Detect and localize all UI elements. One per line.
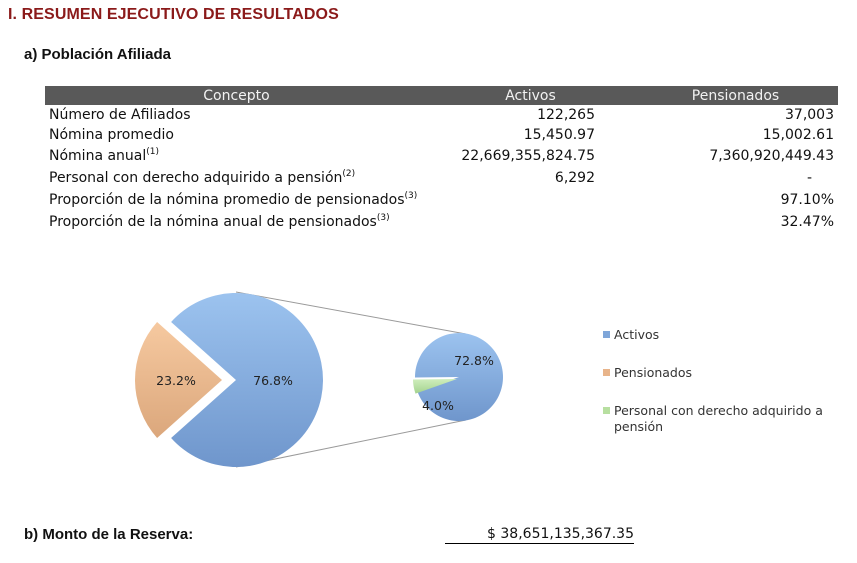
legend-item-pensionados: Pensionados [603,365,692,380]
legend-label: Activos [614,327,660,342]
label-activos-main: 76.8% [253,373,293,388]
row-activos [428,211,633,233]
row-activos: 22,669,355,824.75 [461,148,595,164]
row-pensionados: 37,003 [785,107,834,123]
row-pensionados: 7,360,920,449.43 [709,148,834,164]
connector-line-top [235,291,467,335]
legend-item-activos: Activos [603,327,659,342]
legend-item-derecho: Personal con derecho adquirido a pensión [603,403,833,435]
label-pensionados-main: 23.2% [156,373,196,388]
table-header-row: Concepto Activos Pensionados [45,86,838,105]
row-activos: 6,292 [554,170,595,186]
table-row: Nómina promedio 15,450.97 15,002.61 [45,125,838,145]
header-activos: Activos [428,86,633,105]
header-concepto: Concepto [45,86,428,105]
reserve-amount: $ 38,651,135,367.35 [445,526,634,544]
pie-slice-activos [171,293,323,467]
row-activos [428,189,633,211]
pie-slice-pensionados [134,322,222,438]
pie-of-pie-chart: 76.8% 23.2% 72.8% 4.0% [134,291,503,468]
secondary-slice-activos [415,333,503,422]
row-concept: Personal con derecho adquirido a pensión… [49,169,356,187]
subsection-a-title: a) Población Afiliada [24,46,171,63]
row-concept: Proporción de la nómina anual de pension… [49,213,390,231]
row-pensionados: 15,002.61 [762,127,834,143]
header-pensionados: Pensionados [633,86,838,105]
legend-swatch [603,331,610,338]
row-concept: Nómina promedio [49,127,174,143]
row-activos: 15,450.97 [523,127,595,143]
connector-line-bottom [235,419,467,468]
label-activos-secondary: 72.8% [454,353,494,368]
row-pensionados: - [806,170,812,186]
footnote-marker: (1) [146,147,160,157]
row-pensionados: 32.47% [780,214,834,230]
subsection-b-title: b) Monto de la Reserva: [24,526,194,543]
table-row: Proporción de la nómina anual de pension… [45,211,838,233]
section-title: I. RESUMEN EJECUTIVO DE RESULTADOS [8,6,339,23]
legend-label: Pensionados [614,365,693,380]
legend-label: Personal con derecho adquirido a pensión [614,403,823,434]
row-concept: Nómina anual(1) [49,147,160,165]
footnote-marker: (2) [342,169,356,179]
table-row: Proporción de la nómina promedio de pens… [45,189,838,211]
table-row: Nómina anual(1) 22,669,355,824.75 7,360,… [45,145,838,167]
row-concept: Número de Afiliados [49,107,191,123]
footnote-marker: (3) [376,213,390,223]
secondary-slice-derecho [413,379,457,394]
affiliated-population-table: Concepto Activos Pensionados Número de A… [45,86,838,233]
legend-swatch [603,369,610,376]
row-pensionados: 97.10% [780,192,834,208]
label-derecho-secondary: 4.0% [422,398,454,413]
row-concept: Proporción de la nómina promedio de pens… [49,191,418,209]
table-row: Personal con derecho adquirido a pensión… [45,167,838,189]
footnote-marker: (3) [404,191,418,201]
row-activos: 122,265 [537,107,595,123]
legend-swatch [603,407,610,414]
table-row: Número de Afiliados 122,265 37,003 [45,105,838,125]
